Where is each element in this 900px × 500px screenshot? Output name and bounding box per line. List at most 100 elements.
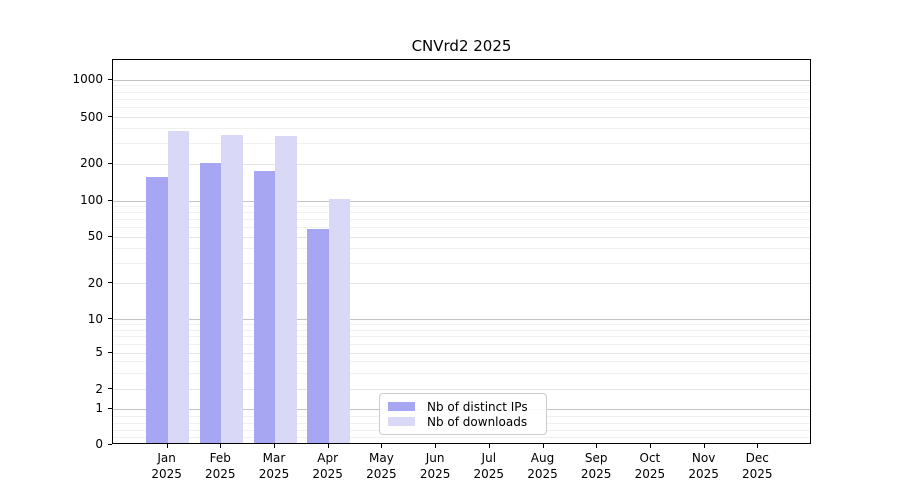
x-axis-tick-label-jul: Jul 2025 (459, 450, 519, 482)
x-tick-mark-jul (488, 444, 490, 448)
gridline-y-100 (113, 200, 810, 202)
gridline-y-90 (113, 206, 810, 207)
y-tick-mark-5 (108, 351, 112, 353)
x-tick-mark-feb (220, 444, 222, 448)
x-axis-tick-label-jun: Jun 2025 (405, 450, 465, 482)
y-tick-mark-50 (108, 235, 112, 237)
x-label-year: 2025 (527, 467, 558, 481)
gridline-y-300 (113, 143, 810, 145)
gridline-y-4 (113, 361, 810, 363)
gridline-y-70 (113, 219, 810, 221)
y-tick-mark-20 (108, 282, 112, 284)
x-label-year: 2025 (473, 467, 505, 481)
gridline-y-10 (113, 319, 810, 320)
gridline-y-3 (113, 373, 810, 374)
y-tick-mark-1000 (108, 78, 112, 80)
x-tick-mark-nov (703, 444, 705, 448)
x-axis-tick-label-nov: Nov 2025 (674, 450, 734, 482)
x-axis-tick-label-mar: Mar 2025 (244, 450, 304, 482)
gridline-y-600 (113, 107, 810, 109)
x-label-month: Jul (481, 451, 497, 465)
x-axis-tick-label-may: May 2025 (351, 450, 411, 482)
bar-downloads-jan (167, 131, 190, 443)
chart-title: CNVrd2 2025 (411, 37, 512, 55)
gridline-y-5 (113, 352, 810, 354)
gridline-y-7 (113, 336, 810, 338)
legend-swatch-distinct-ips (388, 402, 415, 411)
y-tick-mark-500 (108, 116, 112, 117)
x-label-year: 2025 (258, 467, 290, 481)
x-axis-tick-label-aug: Aug 2025 (513, 450, 573, 482)
gridline-y-6 (113, 343, 810, 345)
y-axis-tick-label-10: 10 (87, 311, 103, 326)
y-axis-tick-label-1: 1 (95, 401, 103, 416)
legend-label-downloads: Nb of downloads (427, 414, 528, 429)
gridline-y-60 (113, 227, 810, 229)
y-axis-tick-label-50: 50 (87, 229, 103, 244)
x-tick-mark-aug (542, 444, 544, 448)
gridline-y-50 (113, 236, 810, 238)
x-tick-mark-jun (435, 444, 437, 448)
x-label-month: Sep (584, 451, 608, 465)
legend-item-downloads: Nb of downloads (388, 414, 537, 429)
gridline-y-30 (113, 262, 810, 264)
gridline-y-2 (113, 389, 810, 391)
y-tick-mark-2 (108, 388, 112, 390)
x-tick-mark-apr (327, 444, 329, 448)
x-label-year: 2025 (688, 467, 719, 481)
plot-area (112, 59, 811, 444)
x-label-month: Feb (209, 451, 231, 465)
x-label-year: 2025 (634, 467, 666, 481)
bar-downloads-apr (328, 199, 351, 443)
gridline-y-20 (113, 283, 810, 285)
gridline-y-8 (113, 329, 810, 331)
gridline-y-800 (113, 91, 810, 93)
bar-distinct-ips-mar (253, 170, 275, 443)
x-label-month: Aug (530, 451, 555, 465)
gridline-y-1000 (113, 79, 810, 81)
x-label-month: Jun (425, 451, 445, 465)
x-tick-mark-may (381, 444, 383, 448)
x-label-month: Mar (262, 451, 286, 465)
legend-item-distinct-ips: Nb of distinct IPs (388, 399, 537, 414)
bar-downloads-feb (221, 134, 243, 443)
gridline-y-40 (113, 248, 810, 249)
bar-distinct-ips-jan (146, 176, 168, 443)
y-tick-mark-100 (108, 199, 112, 201)
x-axis-tick-label-feb: Feb 2025 (190, 450, 250, 482)
x-tick-mark-dec (757, 444, 759, 448)
y-axis-tick-label-2: 2 (95, 381, 103, 396)
x-label-year: 2025 (151, 467, 182, 481)
y-axis-tick-label-5: 5 (95, 345, 103, 359)
y-axis-tick-label-200: 200 (80, 156, 103, 171)
gridline-y-9 (113, 324, 810, 326)
x-label-month: Apr (317, 451, 339, 465)
x-axis-tick-label-jan: Jan 2025 (137, 450, 197, 482)
gridline-y-700 (113, 98, 810, 100)
x-tick-mark-jan (166, 444, 168, 448)
x-tick-mark-sep (596, 444, 598, 448)
x-label-month: Dec (745, 451, 769, 465)
x-label-year: 2025 (419, 467, 451, 481)
x-label-year: 2025 (205, 467, 236, 481)
legend-swatch-downloads (388, 417, 415, 426)
legend: Nb of distinct IPs Nb of downloads (379, 393, 547, 435)
y-axis-tick-label-100: 100 (80, 193, 103, 207)
x-label-month: Nov (691, 451, 716, 465)
y-tick-mark-1 (108, 407, 112, 409)
y-axis-tick-label-500: 500 (80, 109, 103, 124)
x-axis-tick-label-sep: Sep 2025 (566, 450, 626, 482)
y-tick-mark-200 (108, 162, 112, 164)
gridline-y-400 (113, 128, 810, 130)
bar-distinct-ips-feb (199, 163, 222, 443)
gridline-y-80 (113, 212, 810, 214)
x-label-year: 2025 (580, 467, 612, 481)
x-tick-mark-mar (274, 444, 275, 448)
bar-distinct-ips-apr (307, 229, 329, 443)
gridline-y-500 (113, 117, 810, 118)
gridline-y-0.2 (113, 437, 810, 439)
legend-label-distinct-ips: Nb of distinct IPs (427, 399, 528, 414)
bar-downloads-mar (275, 136, 297, 443)
x-tick-mark-oct (649, 444, 651, 448)
